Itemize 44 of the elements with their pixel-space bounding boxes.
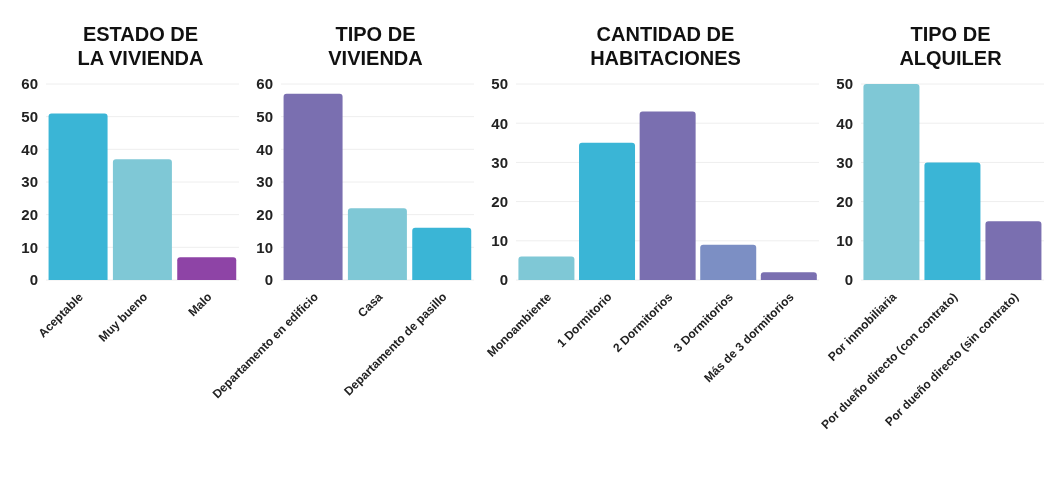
y-tick-label: 0: [29, 271, 38, 289]
y-tick-label: 10: [256, 238, 273, 256]
bar: [924, 162, 981, 280]
y-tick-label: 30: [21, 173, 38, 191]
y-tick-label: 0: [844, 271, 853, 289]
bar: [639, 111, 696, 280]
y-tick-label: 50: [491, 75, 508, 93]
bar: [412, 227, 472, 280]
y-tick-label: 20: [256, 205, 273, 223]
y-tick-label: 10: [836, 232, 853, 250]
y-tick-label: 30: [491, 153, 508, 171]
y-tick-label: 40: [21, 140, 38, 158]
y-tick-label: 50: [21, 107, 38, 125]
bar: [48, 113, 108, 280]
bar: [760, 272, 817, 280]
y-tick-label: 10: [491, 232, 508, 250]
y-tick-label: 10: [21, 238, 38, 256]
y-tick-label: 60: [256, 75, 273, 93]
y-tick-label: 60: [21, 75, 38, 93]
y-tick-label: 40: [491, 114, 508, 132]
chart-title: TIPO DE ALQUILER: [898, 22, 1003, 70]
bar: [112, 159, 172, 280]
y-tick-label: 0: [264, 271, 273, 289]
y-tick-label: 40: [836, 114, 853, 132]
bar: [985, 221, 1042, 280]
y-tick-label: 20: [836, 192, 853, 210]
y-tick-label: 0: [499, 271, 508, 289]
chart-title: TIPO DE VIVIENDA: [327, 22, 424, 70]
bar: [347, 208, 407, 280]
y-tick-label: 30: [836, 153, 853, 171]
y-tick-label: 20: [21, 205, 38, 223]
bar: [177, 257, 237, 280]
bar: [283, 93, 343, 280]
y-tick-label: 40: [256, 140, 273, 158]
bar: [518, 256, 575, 280]
y-tick-label: 50: [836, 75, 853, 93]
y-tick-label: 30: [256, 173, 273, 191]
bar: [863, 84, 920, 280]
chart-title: CANTIDAD DE HABITACIONES: [589, 22, 742, 70]
chart-title: ESTADO DE LA VIVIENDA: [76, 22, 205, 70]
y-tick-label: 50: [256, 107, 273, 125]
bar: [579, 142, 636, 280]
y-tick-label: 20: [491, 192, 508, 210]
bar: [700, 244, 757, 280]
